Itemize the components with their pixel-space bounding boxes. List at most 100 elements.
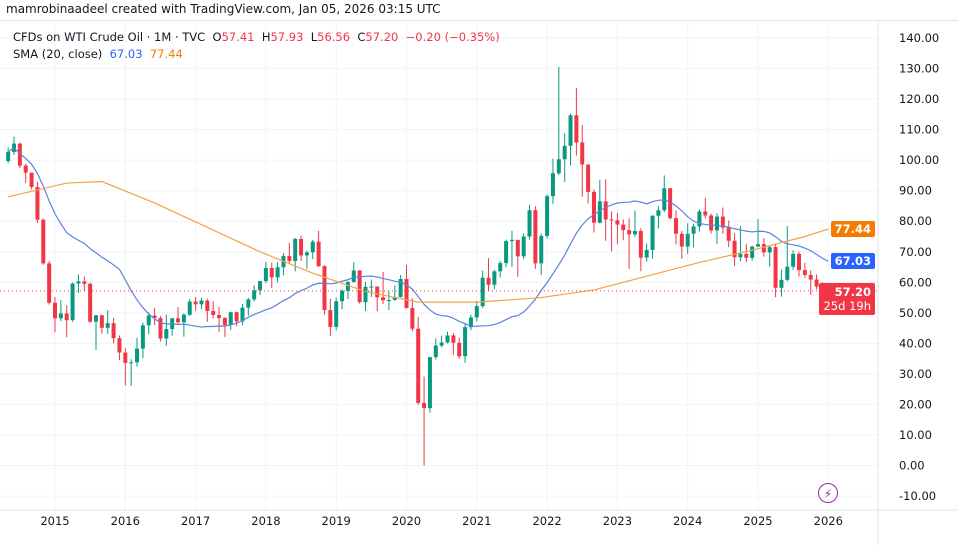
candle-body (627, 230, 632, 235)
candle-body (603, 201, 608, 220)
candle-body (504, 241, 509, 264)
y-tick-label: -10.00 (899, 489, 936, 503)
candle-body (744, 253, 749, 258)
candle-body (369, 286, 374, 288)
y-tick-label: 40.00 (899, 336, 932, 350)
y-tick-label: 20.00 (899, 397, 932, 411)
candle-body (468, 317, 473, 328)
candle-body (111, 323, 116, 339)
candle-body (88, 283, 93, 322)
candle-body (709, 215, 714, 231)
candle-body (738, 253, 743, 258)
candle-body (574, 115, 579, 143)
open-label: O (212, 30, 222, 44)
sma-smooth-line (7, 180, 829, 303)
candle-body (545, 196, 550, 236)
candle-body (193, 301, 198, 305)
change-value: −0.20 (−0.35%) (405, 30, 500, 44)
candle-body (340, 290, 345, 302)
candle-body (422, 402, 427, 409)
y-tick-label: 130.00 (899, 62, 939, 76)
candle-body (720, 216, 725, 228)
candle-body (791, 253, 796, 267)
candle-body (211, 311, 216, 315)
candle-body (316, 241, 321, 267)
open-value: 57.41 (221, 30, 255, 44)
candle-body (562, 145, 567, 160)
x-tick-label: 2016 (111, 514, 140, 528)
low-label: L (310, 30, 318, 44)
candle-body (463, 327, 468, 357)
candle-body (140, 325, 145, 349)
sma-line (7, 147, 829, 328)
candle-body (76, 281, 81, 284)
candle-body (381, 297, 386, 301)
sma-label[interactable]: SMA (20, close) (13, 47, 103, 61)
candle-body (515, 239, 520, 257)
candle-body (521, 236, 526, 257)
x-tick-label: 2018 (251, 514, 280, 528)
candle-body (35, 187, 40, 220)
y-tick-label: 60.00 (899, 275, 932, 289)
candle-body (410, 307, 415, 329)
y-tick-label: 30.00 (899, 367, 932, 381)
candle-body (550, 173, 555, 197)
candle-body (509, 239, 514, 242)
y-tick-label: 110.00 (899, 123, 939, 137)
candle-body (580, 142, 585, 165)
candle-body (656, 210, 661, 216)
y-tick-label: 80.00 (899, 214, 932, 228)
candle-body (386, 300, 391, 302)
candle-body (750, 246, 755, 258)
candle-body (439, 342, 444, 346)
candle-body (398, 278, 403, 297)
candle-body (498, 263, 503, 272)
candle-body (351, 270, 356, 282)
y-tick-label: 120.00 (899, 92, 939, 106)
x-tick-label: 2015 (40, 514, 69, 528)
candle-body (416, 328, 421, 403)
symbol-name[interactable]: CFDs on WTI Crude Oil · 1M · TVC (13, 30, 206, 44)
x-tick-label: 2022 (532, 514, 561, 528)
candle-body (328, 310, 333, 327)
close-label: C (357, 30, 366, 44)
candle-body (187, 301, 192, 315)
candle-body (53, 302, 57, 319)
candle-body (556, 159, 561, 174)
candle-body (597, 201, 602, 223)
lightning-icon[interactable]: ⚡ (818, 483, 838, 503)
x-tick-label: 2023 (603, 514, 632, 528)
candle-body (94, 315, 99, 322)
candle-body (287, 256, 292, 261)
chart-frame[interactable] (0, 20, 958, 546)
candle-body (228, 312, 233, 326)
bar-countdown: 25d 19h (823, 299, 871, 313)
candle-body (234, 312, 239, 322)
candle-body (703, 211, 708, 216)
candle-body (258, 281, 263, 291)
last-price-value: 57.20 (834, 285, 871, 299)
x-tick-label: 2026 (814, 514, 843, 528)
symbol-legend-row: CFDs on WTI Crude Oil · 1M · TVC O57.41 … (13, 29, 500, 46)
candle-body (644, 249, 649, 258)
candle-body (41, 219, 46, 264)
low-value: 56.56 (317, 30, 351, 44)
candle-body (457, 342, 462, 357)
candle-body (23, 165, 28, 173)
candle-body (47, 263, 52, 303)
candle-body (779, 279, 784, 288)
candle-body (29, 172, 34, 188)
x-tick-label: 2017 (181, 514, 210, 528)
candle-body (181, 314, 186, 323)
candle-body (64, 313, 69, 321)
candle-body (691, 226, 696, 234)
candle-body (240, 307, 245, 322)
candle-body (586, 164, 591, 192)
candle-body (632, 231, 637, 235)
candle-body (135, 348, 140, 363)
candle-body (486, 277, 491, 285)
candle-body (568, 115, 573, 146)
attribution-text: mamrobinaadeel created with TradingView.… (6, 2, 441, 16)
candle-body (222, 318, 227, 326)
